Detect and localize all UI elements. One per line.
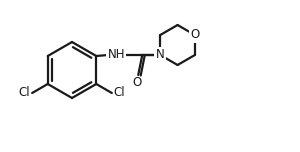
Text: O: O xyxy=(190,29,200,41)
Text: Cl: Cl xyxy=(19,86,30,100)
Text: Cl: Cl xyxy=(114,86,125,100)
Text: NH: NH xyxy=(107,48,125,62)
Text: O: O xyxy=(133,76,142,88)
Text: N: N xyxy=(156,48,165,62)
